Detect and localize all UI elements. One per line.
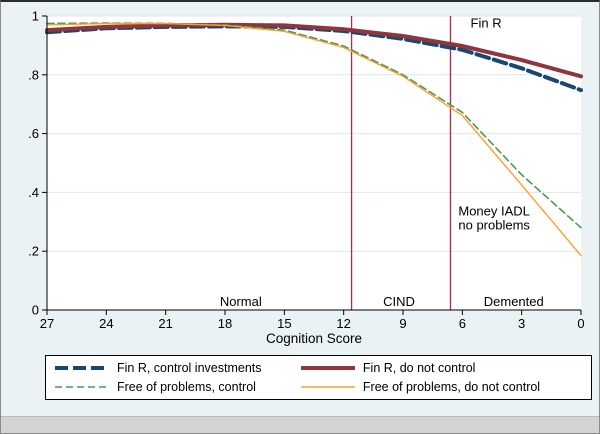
legend-item-label: Fin R, control investments: [117, 361, 262, 375]
legend-box: Fin R, control investments Fin R, do not …: [45, 355, 592, 400]
x-tick-label: 0: [577, 316, 584, 331]
y-tick-label: .2: [28, 244, 39, 259]
x-tick-label: 9: [399, 316, 406, 331]
y-tick-label: .4: [28, 185, 39, 200]
legend-item: Fin R, control investments: [54, 361, 294, 375]
plot-svg: 0 .2 .4 .6 .8 1 27 24 21 18 15 12 9 6 3 0 Cognition Scor…: [28, 9, 584, 347]
y-tick-label: 0: [32, 303, 39, 318]
legend-item: Free of problems, control: [54, 380, 294, 394]
x-tick-label: 21: [158, 316, 172, 331]
x-tick-label: 3: [518, 316, 525, 331]
x-tick-label: 12: [336, 316, 350, 331]
legend-swatch-line: [55, 386, 109, 388]
x-tick-label: 27: [40, 316, 54, 331]
annotation-normal: Normal: [220, 294, 262, 309]
series-line-1: [45, 22, 583, 79]
legend-item-label: Free of problems, control: [117, 380, 256, 394]
plot-area: [47, 16, 581, 310]
x-axis-label: Cognition Score: [266, 331, 362, 346]
y-tick-label: .8: [28, 67, 39, 82]
legend-item: Free of problems, do not control: [300, 380, 583, 394]
legend-swatch-line: [55, 366, 109, 370]
x-tick-label: 24: [99, 316, 113, 331]
annotation-cind: CIND: [383, 294, 415, 309]
y-tick-label: 1: [32, 9, 39, 24]
x-tick-label: 6: [459, 316, 466, 331]
annotation-money-iadl: Money IADL: [458, 204, 530, 219]
legend-swatch-line: [300, 386, 355, 388]
legend-item-label: Fin R, do not control: [362, 361, 476, 375]
x-tick-label: 15: [277, 316, 291, 331]
legend-item: Fin R, do not control: [300, 361, 583, 375]
legend-swatch-line: [300, 366, 355, 370]
y-tick-label: .6: [28, 126, 39, 141]
annotation-fin-r: Fin R: [471, 15, 502, 30]
annotation-demented: Demented: [484, 294, 544, 309]
x-tick-label: 18: [218, 316, 232, 331]
series-line-3: [46, 22, 582, 257]
annotation-no-problems: no problems: [458, 218, 530, 233]
legend-item-label: Free of problems, do not control: [362, 380, 541, 394]
window-bottom-strip: [1, 416, 599, 433]
